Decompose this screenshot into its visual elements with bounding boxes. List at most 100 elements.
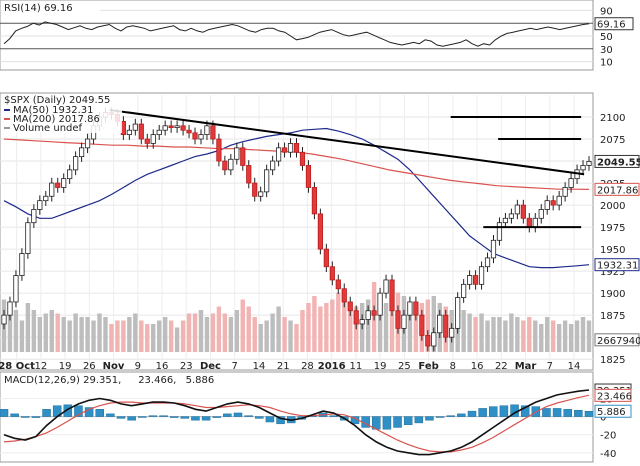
macd-histogram-bar xyxy=(201,416,211,421)
x-axis-tick-labels: 28 Oct 12 19 26 Nov 9 16 23 Dec 7 14 21 28 2016 11 19 25… xyxy=(0,361,580,372)
price-value-label: 2667940 xyxy=(597,336,640,347)
candle-up xyxy=(150,134,156,144)
rsi-tick-labels: 9070503010 xyxy=(600,6,613,68)
macd-tick-label: -20 xyxy=(600,431,616,442)
x-tick-label: 21 xyxy=(277,361,290,372)
x-tick-label: Dec xyxy=(200,361,221,372)
macd-histogram-bar xyxy=(435,416,445,418)
trendline-annotations xyxy=(109,108,585,229)
volume-bar xyxy=(342,296,347,352)
candle-up xyxy=(287,143,294,153)
macd-title-part: 23.466, xyxy=(138,375,176,386)
x-tick-label: 2016 xyxy=(318,361,346,372)
x-tick-label: 14 xyxy=(568,361,581,372)
macd-value-label: 23.466 xyxy=(597,391,632,402)
price-tick-label: 1875 xyxy=(600,311,625,322)
candle-down xyxy=(413,301,419,316)
volume-bar xyxy=(246,306,251,352)
candle-up xyxy=(25,222,31,254)
volume-bar xyxy=(19,320,25,352)
x-tick-label: Nov xyxy=(103,361,125,372)
macd-histogram-bar xyxy=(446,415,455,417)
candle-up xyxy=(1,314,7,325)
legend-entry: Volume undef xyxy=(13,123,83,134)
volume-bar xyxy=(288,320,293,352)
macd-tick-label: 0 xyxy=(600,413,606,424)
rsi-title-bg xyxy=(2,2,100,14)
x-tick-label: 12 xyxy=(34,361,47,372)
volume-bar xyxy=(37,317,43,352)
x-tick-label: 19 xyxy=(59,361,72,372)
volume-bar xyxy=(324,303,329,352)
price-value-label: 2017.86 xyxy=(597,185,638,196)
candle-up xyxy=(383,279,389,294)
candle-down xyxy=(144,138,150,144)
volume-bar xyxy=(204,317,210,352)
candle-up xyxy=(67,169,73,180)
volume-bar xyxy=(49,310,54,352)
candle-up xyxy=(544,200,550,210)
macd-tick-labels: 200-20-40 xyxy=(600,394,616,459)
x-tick-label: Mar xyxy=(515,361,537,372)
price-value-label: 1932.31 xyxy=(597,261,638,272)
rsi-series-line xyxy=(3,21,590,47)
macd-histogram-bar xyxy=(180,416,190,419)
candle-down xyxy=(222,160,228,171)
rsi-last-value-box xyxy=(594,17,634,31)
candle-up xyxy=(275,147,282,162)
macd-histogram-bar xyxy=(255,416,264,419)
macd-histogram-bar xyxy=(233,412,243,417)
price-tick-label: 2000 xyxy=(600,201,625,212)
volume-bar xyxy=(264,320,269,352)
x-tick-label: 7 xyxy=(232,361,238,372)
volume-bar xyxy=(258,324,263,352)
candle-down xyxy=(317,213,323,250)
candle-down xyxy=(550,200,556,206)
volume-bar xyxy=(168,320,174,352)
candle-up xyxy=(13,275,19,303)
volume-bar xyxy=(521,320,526,352)
candle-up xyxy=(538,209,544,219)
candle-down xyxy=(443,314,449,338)
volume-bar xyxy=(192,313,198,352)
volume-bar xyxy=(240,299,245,352)
volume-bar xyxy=(377,306,383,352)
volume-bar xyxy=(556,324,562,352)
volume-bar xyxy=(7,313,13,352)
candle-down xyxy=(299,151,306,166)
volume-bar xyxy=(485,320,490,352)
volume-bar xyxy=(13,310,19,352)
candle-up xyxy=(19,253,25,276)
volume-bar xyxy=(300,310,305,352)
volume-bar xyxy=(491,317,496,352)
x-tick-label: 28 Oct xyxy=(0,361,35,372)
macd-histogram-bar xyxy=(329,415,338,417)
volume-bar xyxy=(431,296,436,352)
macd-histogram-bar xyxy=(63,404,73,417)
x-tick-label: 25 xyxy=(398,361,411,372)
candle-up xyxy=(156,129,162,136)
macd-histogram-bar xyxy=(425,416,434,421)
volume-bar xyxy=(383,303,389,352)
volume-bar xyxy=(121,320,126,352)
macd-histogram-bar xyxy=(106,413,115,417)
volume-bar xyxy=(139,320,144,352)
candle-up xyxy=(174,125,180,128)
candle-down xyxy=(353,310,359,325)
macd-histogram xyxy=(0,404,594,430)
volume-bar xyxy=(210,313,216,352)
macd-title-part: MACD(12,26,9) 29.351, xyxy=(4,375,121,386)
volume-bar xyxy=(43,313,48,352)
rsi-tick-label: 90 xyxy=(600,6,613,17)
candle-up xyxy=(228,158,234,171)
candle-up xyxy=(7,301,13,316)
price-tick-label: 1950 xyxy=(600,245,625,256)
volume-bar xyxy=(151,324,156,352)
volume-bar xyxy=(180,320,186,352)
macd-histogram-bar xyxy=(542,408,551,417)
candle-up xyxy=(461,283,467,298)
candle-up xyxy=(84,138,91,149)
volume-bar xyxy=(562,320,568,352)
volume-bar xyxy=(407,310,413,352)
